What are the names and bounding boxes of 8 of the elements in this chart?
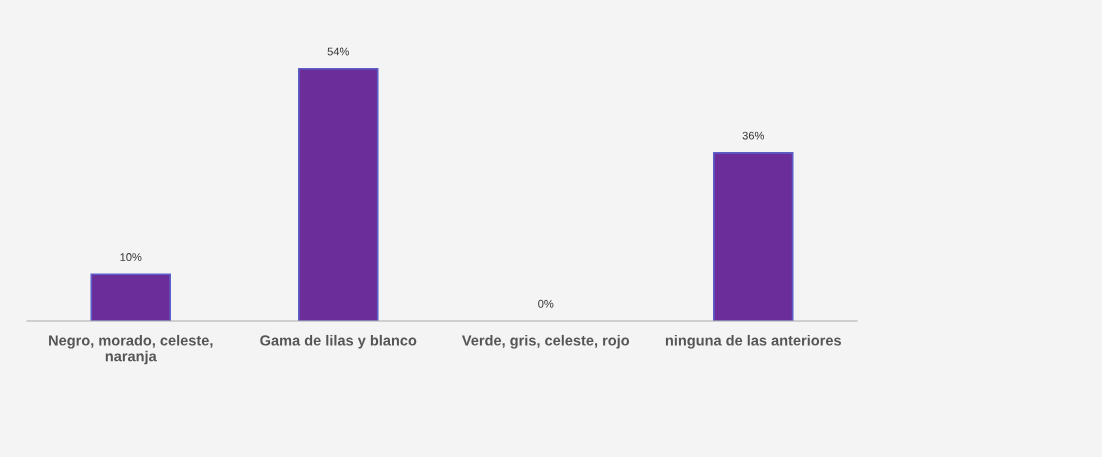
data-label: 0%	[538, 299, 554, 308]
x-tick-label: Gama de lilas y blanco	[260, 334, 417, 349]
data-label: 54%	[327, 47, 349, 56]
x-tick-label: Negro, morado, celeste, naranja	[49, 334, 213, 365]
x-tick-label: Verde, gris, celeste, rojo	[461, 334, 630, 349]
x-tick-label: ninguna de las anteriores	[665, 334, 841, 349]
data-label: 10%	[120, 253, 142, 261]
data-label: 36%	[742, 131, 764, 140]
